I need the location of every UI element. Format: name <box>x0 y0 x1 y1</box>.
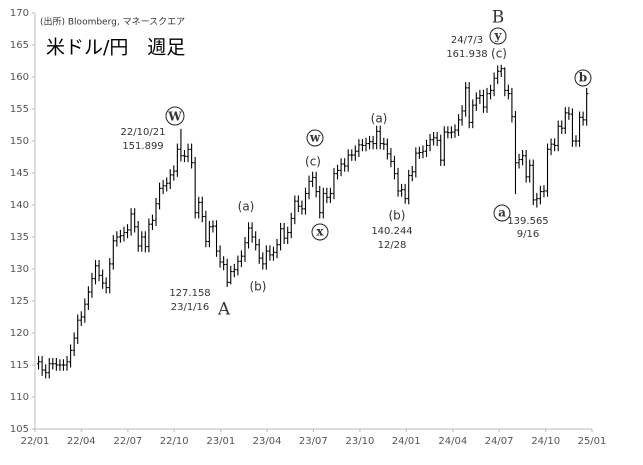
circle <box>493 204 511 222</box>
x-tick-label: 23/10 <box>346 436 375 447</box>
annotation: A <box>217 300 231 320</box>
circle <box>574 69 592 87</box>
circle <box>306 129 324 147</box>
annotation: 24/7/3 <box>451 35 483 46</box>
annotation: 161.938 <box>446 49 487 60</box>
x-tick-label: 22/04 <box>67 436 96 447</box>
annotation: x <box>316 225 324 239</box>
annotation: a <box>498 206 506 220</box>
x-tick-label: 22/10 <box>160 436 189 447</box>
y-tick-label: 165 <box>10 40 29 51</box>
annotation: 22/10/21 <box>121 127 166 138</box>
y-tick-label: 105 <box>10 424 29 435</box>
annotation: 12/28 <box>378 240 407 251</box>
annotation: 23/1/16 <box>171 302 210 313</box>
y-tick-label: 155 <box>10 104 29 115</box>
x-tick-label: 22/07 <box>113 436 142 447</box>
x-tick-label: 23/04 <box>253 436 282 447</box>
x-tick-label: 22/01 <box>21 436 50 447</box>
chart-title: 米ドル/円 週足 <box>46 37 185 59</box>
circle <box>311 223 329 241</box>
annotation: B <box>492 8 505 28</box>
y-tick-label: 130 <box>10 264 29 275</box>
annotation: 9/16 <box>517 229 539 240</box>
circle <box>489 27 507 45</box>
annotation: (b) <box>250 280 267 294</box>
y-tick-label: 160 <box>10 72 29 83</box>
y-tick-label: 120 <box>10 328 29 339</box>
y-tick-label: 150 <box>10 136 29 147</box>
annotation: 140.244 <box>371 226 412 237</box>
annotation: (a) <box>371 112 388 126</box>
x-tick-label: 24/04 <box>438 436 467 447</box>
annotation: (b) <box>389 209 406 223</box>
annotation: w <box>309 131 321 145</box>
annotation: y <box>494 29 503 43</box>
x-tick-label: 23/07 <box>299 436 328 447</box>
x-tick-label: 23/01 <box>206 436 235 447</box>
annotation: (c) <box>305 155 321 169</box>
y-tick-label: 115 <box>10 360 29 371</box>
x-tick-label: 25/01 <box>578 436 607 447</box>
x-tick-label: 24/07 <box>485 436 514 447</box>
y-tick-label: 145 <box>10 168 29 179</box>
annotation: b <box>579 71 587 85</box>
annotations: W 22/10/21 151.899 127.158 23/1/16 A (a)… <box>121 8 592 320</box>
x-tick-label: 24/10 <box>531 436 560 447</box>
annotation: (a) <box>238 200 255 214</box>
annotation: 151.899 <box>122 141 163 152</box>
y-tick-label: 140 <box>10 200 29 211</box>
y-tick-label: 110 <box>10 392 29 403</box>
y-tick-label: 125 <box>10 296 29 307</box>
y-tick-label: 135 <box>10 232 29 243</box>
annotation: (c) <box>491 47 507 61</box>
y-tick-label: 170 <box>10 8 29 19</box>
annotation: 127.158 <box>169 288 210 299</box>
source: (出所) Bloomberg, マネースクエア <box>40 16 185 28</box>
annotation: 139.565 <box>507 216 548 227</box>
circle <box>165 106 185 126</box>
annotation: W <box>167 110 182 124</box>
x-tick-label: 24/01 <box>392 436 421 447</box>
